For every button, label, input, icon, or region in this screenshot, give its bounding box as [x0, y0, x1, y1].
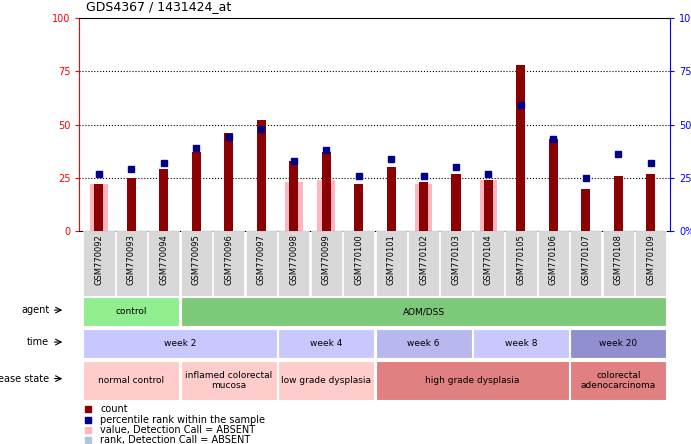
Text: week 6: week 6 [407, 339, 439, 348]
Bar [451, 174, 461, 231]
Bar [646, 174, 655, 231]
Text: GSM770109: GSM770109 [646, 234, 655, 285]
Bar [549, 139, 558, 231]
Text: GSM770101: GSM770101 [386, 234, 396, 285]
Bar [375, 361, 569, 400]
Bar [375, 329, 471, 358]
Bar [95, 184, 104, 231]
Bar [538, 231, 569, 296]
Text: week 2: week 2 [164, 339, 196, 348]
Text: GSM770097: GSM770097 [257, 234, 266, 285]
Text: GSM770108: GSM770108 [614, 234, 623, 285]
Text: GSM770096: GSM770096 [225, 234, 234, 285]
Bar [84, 361, 180, 400]
Bar [581, 189, 590, 231]
Bar [570, 361, 666, 400]
Text: GSM770103: GSM770103 [451, 234, 460, 285]
Text: GSM770092: GSM770092 [95, 234, 104, 285]
Bar [516, 65, 525, 231]
Bar [214, 231, 245, 296]
Bar [440, 231, 471, 296]
Bar [278, 361, 375, 400]
Bar [603, 231, 634, 296]
Text: GSM770100: GSM770100 [354, 234, 363, 285]
Bar [505, 231, 536, 296]
Bar [321, 152, 331, 231]
Text: inflamed colorectal
mucosa: inflamed colorectal mucosa [185, 371, 272, 390]
Bar [310, 231, 342, 296]
Text: time: time [27, 337, 49, 347]
Bar [635, 231, 666, 296]
Bar [192, 152, 201, 231]
Text: GSM770104: GSM770104 [484, 234, 493, 285]
Bar [480, 180, 498, 231]
Text: GSM770107: GSM770107 [581, 234, 590, 285]
Bar [415, 184, 433, 231]
Bar [84, 297, 180, 326]
Text: GSM770099: GSM770099 [322, 234, 331, 285]
Text: GDS4367 / 1431424_at: GDS4367 / 1431424_at [86, 0, 231, 13]
Text: GSM770102: GSM770102 [419, 234, 428, 285]
Bar [570, 231, 601, 296]
Bar [317, 180, 335, 231]
Bar [256, 120, 266, 231]
Bar [116, 231, 147, 296]
Bar [84, 329, 277, 358]
Text: percentile rank within the sample: percentile rank within the sample [100, 415, 265, 424]
Text: normal control: normal control [98, 376, 164, 385]
Bar [278, 329, 375, 358]
Text: colorectal
adenocarcinoma: colorectal adenocarcinoma [580, 371, 656, 390]
Bar [354, 184, 363, 231]
Text: GSM770105: GSM770105 [516, 234, 525, 285]
Bar [181, 361, 277, 400]
Bar [375, 231, 407, 296]
Bar [160, 170, 169, 231]
Text: control: control [115, 307, 147, 316]
Bar [246, 231, 277, 296]
Text: low grade dysplasia: low grade dysplasia [281, 376, 371, 385]
Bar [181, 231, 212, 296]
Text: high grade dysplasia: high grade dysplasia [425, 376, 520, 385]
Text: rank, Detection Call = ABSENT: rank, Detection Call = ABSENT [100, 435, 250, 444]
Text: GSM770094: GSM770094 [160, 234, 169, 285]
Bar [84, 231, 115, 296]
Bar [127, 178, 136, 231]
Bar [289, 161, 299, 231]
Text: week 8: week 8 [504, 339, 537, 348]
Bar [484, 180, 493, 231]
Text: GSM770098: GSM770098 [290, 234, 299, 285]
Text: GSM770106: GSM770106 [549, 234, 558, 285]
Bar [149, 231, 180, 296]
Bar [285, 182, 303, 231]
Bar [181, 297, 666, 326]
Text: week 20: week 20 [599, 339, 637, 348]
Bar [225, 133, 234, 231]
Bar [570, 329, 666, 358]
Bar [90, 184, 108, 231]
Bar [278, 231, 310, 296]
Text: GSM770093: GSM770093 [127, 234, 136, 285]
Text: count: count [100, 404, 128, 414]
Text: disease state: disease state [0, 373, 49, 384]
Text: agent: agent [21, 305, 49, 315]
Bar [343, 231, 375, 296]
Bar [473, 231, 504, 296]
Text: GSM770095: GSM770095 [192, 234, 201, 285]
Bar [419, 182, 428, 231]
Bar [614, 176, 623, 231]
Text: AOM/DSS: AOM/DSS [402, 307, 444, 316]
Bar [408, 231, 439, 296]
Text: value, Detection Call = ABSENT: value, Detection Call = ABSENT [100, 424, 255, 435]
Bar [473, 329, 569, 358]
Text: week 4: week 4 [310, 339, 342, 348]
Bar [386, 167, 396, 231]
